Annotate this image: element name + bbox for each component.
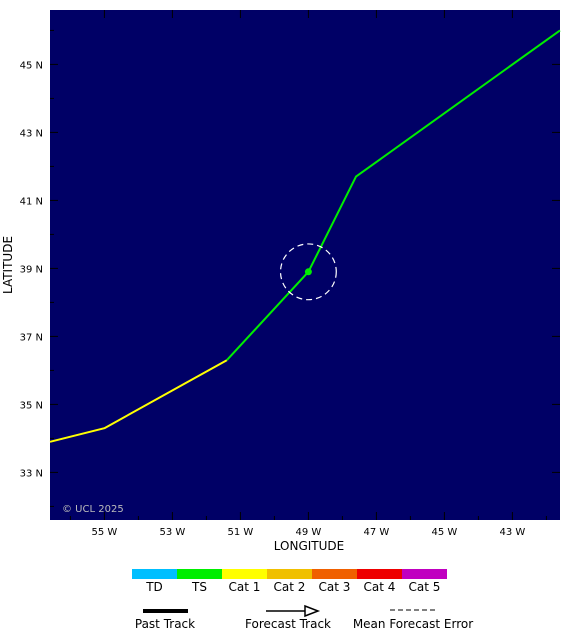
lon-tick-label: 51 W [228, 527, 254, 538]
lon-tick-label: 47 W [364, 527, 390, 538]
lat-tick-label: 33 N [20, 468, 43, 479]
legend-swatch [132, 569, 177, 579]
legend-swatch [267, 569, 312, 579]
track-markers [279, 243, 337, 301]
y-axis-title: LATITUDE [1, 236, 15, 294]
longitude-ticks: 55 W 53 W 51 W 49 W 47 W 45 W 43 W [69, 10, 547, 538]
legend-swatch [312, 569, 357, 579]
lat-tick-label: 43 N [20, 128, 43, 139]
legend-category-label: Cat 4 [364, 580, 396, 594]
category-legend: TD TS Cat 1 Cat 2 Cat 3 Cat 4 Cat 5 [132, 569, 447, 594]
map-plot-area [50, 10, 560, 520]
legend-category-label: TD [145, 580, 163, 594]
latitude-ticks: 45 N 43 N 41 N 39 N 37 N 35 N 33 N [20, 29, 560, 507]
forecast-arrow-icon [304, 604, 321, 618]
legend-category-label: Cat 1 [229, 580, 261, 594]
legend-swatch [357, 569, 402, 579]
lon-tick-label: 49 W [296, 527, 322, 538]
lat-tick-label: 45 N [20, 60, 43, 71]
lat-tick-label: 39 N [20, 264, 43, 275]
lon-tick-label: 45 W [432, 527, 458, 538]
track-segment [49, 359, 228, 443]
legend-category-label: Cat 5 [409, 580, 441, 594]
x-axis-title: LONGITUDE [274, 539, 344, 553]
track-segment [307, 29, 561, 273]
storm-track [49, 29, 561, 443]
legend-category-label: Cat 2 [274, 580, 306, 594]
forecast-error-legend: Mean Forecast Error [353, 609, 473, 631]
legend-swatch [402, 569, 447, 579]
lon-tick-label: 43 W [500, 527, 526, 538]
copyright-text: © UCL 2025 [62, 504, 124, 515]
lat-tick-label: 35 N [20, 400, 43, 411]
past-track-label: Past Track [135, 617, 195, 631]
forecast-error-circle [279, 243, 337, 301]
track-segment [226, 271, 310, 361]
past-track-legend: Past Track [135, 609, 195, 631]
legend-category-label: TS [191, 580, 207, 594]
legend-swatch [177, 569, 222, 579]
current-position-dot [304, 268, 312, 276]
forecast-error-label: Mean Forecast Error [353, 617, 473, 631]
lon-tick-label: 53 W [160, 527, 186, 538]
legend-swatch [222, 569, 267, 579]
lon-tick-label: 55 W [92, 527, 118, 538]
forecast-track-label: Forecast Track [245, 617, 331, 631]
legend-category-label: Cat 3 [319, 580, 351, 594]
forecast-track-legend: Forecast Track [245, 604, 331, 631]
lat-tick-label: 41 N [20, 196, 43, 207]
lat-tick-label: 37 N [20, 332, 43, 343]
